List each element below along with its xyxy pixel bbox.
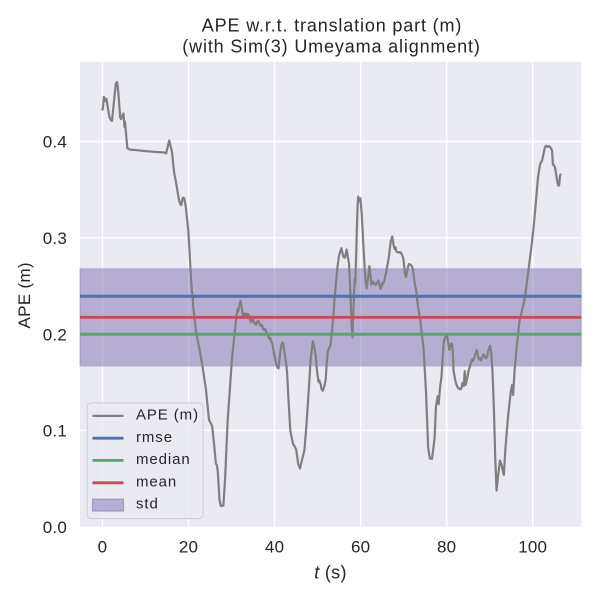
svg-text:0.1: 0.1 <box>43 422 67 441</box>
svg-text:20: 20 <box>179 538 198 557</box>
svg-text:(with Sim(3) Umeyama alignment: (with Sim(3) Umeyama alignment) <box>182 36 480 56</box>
svg-text:std: std <box>136 496 159 513</box>
svg-text:0.2: 0.2 <box>43 325 67 344</box>
svg-text:APE (m): APE (m) <box>15 262 34 328</box>
svg-text:APE w.r.t. translation part (m: APE w.r.t. translation part (m) <box>202 15 462 35</box>
svg-text:median: median <box>136 451 191 468</box>
svg-text:40: 40 <box>265 538 284 557</box>
svg-text:t (s): t (s) <box>314 563 347 583</box>
svg-text:rmse: rmse <box>136 429 173 446</box>
svg-text:60: 60 <box>351 538 370 557</box>
svg-text:0.3: 0.3 <box>43 229 67 248</box>
svg-text:80: 80 <box>437 538 456 557</box>
svg-text:100: 100 <box>518 538 547 557</box>
svg-text:0: 0 <box>98 538 108 557</box>
svg-text:mean: mean <box>136 473 177 490</box>
svg-text:APE (m): APE (m) <box>136 407 199 424</box>
svg-text:0.4: 0.4 <box>43 133 67 152</box>
svg-text:0.0: 0.0 <box>43 518 67 537</box>
